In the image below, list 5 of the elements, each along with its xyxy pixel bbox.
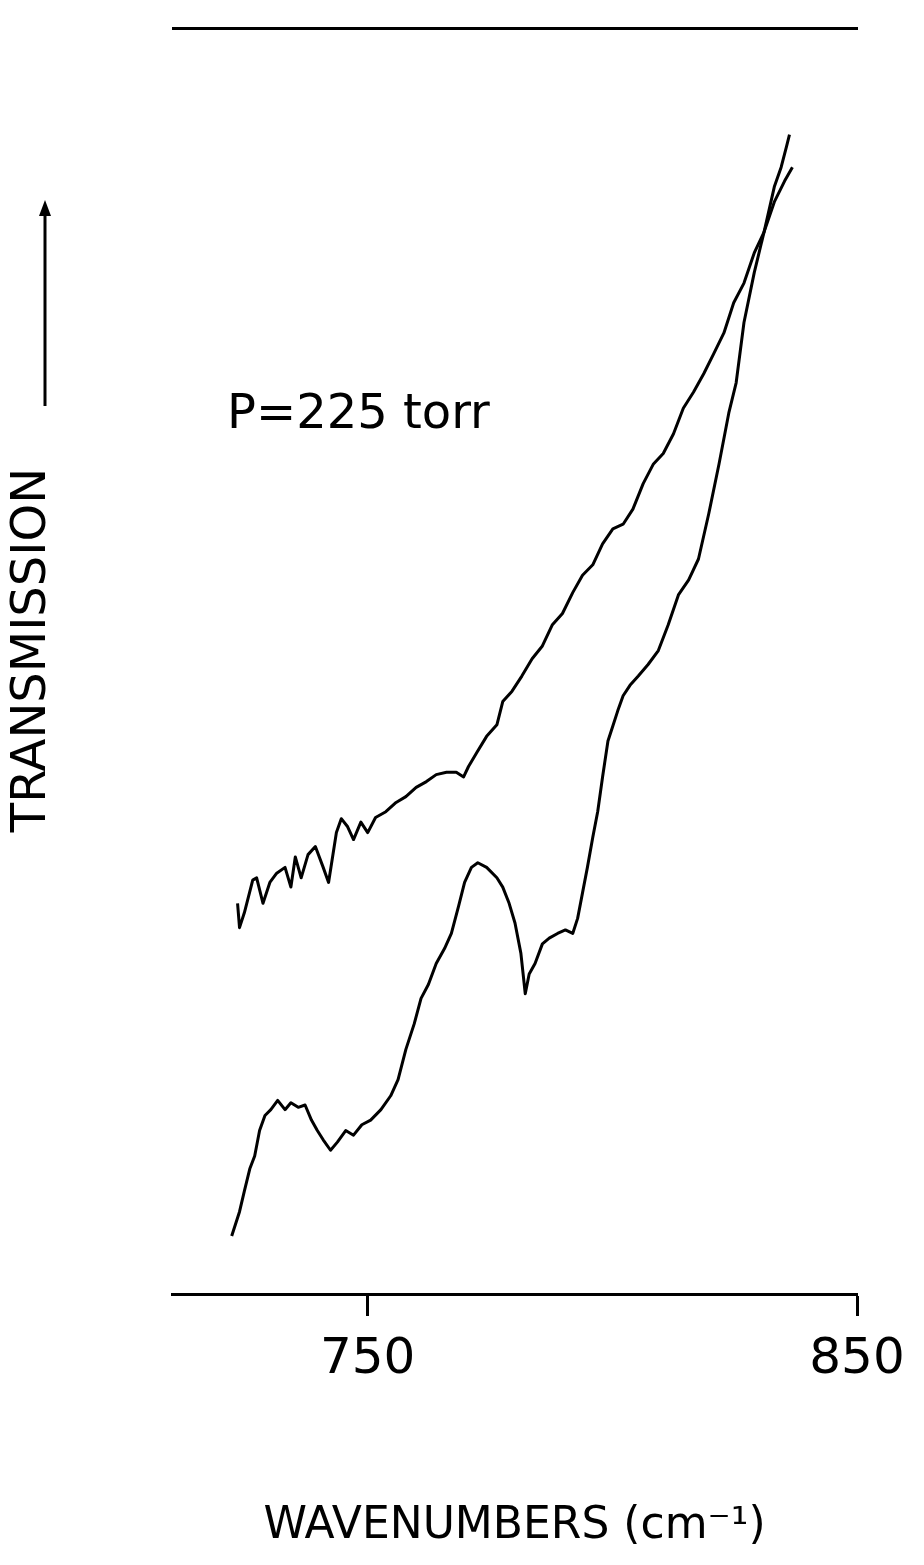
- annotation: P=225 torr: [227, 383, 491, 440]
- y-axis-title: TRANSMISSION: [0, 467, 57, 834]
- x-axis-title: WAVENUMBERS (cm⁻¹): [263, 1497, 766, 1549]
- x-tick-label: 850: [809, 1326, 905, 1385]
- x-tick-label: 750: [320, 1326, 416, 1385]
